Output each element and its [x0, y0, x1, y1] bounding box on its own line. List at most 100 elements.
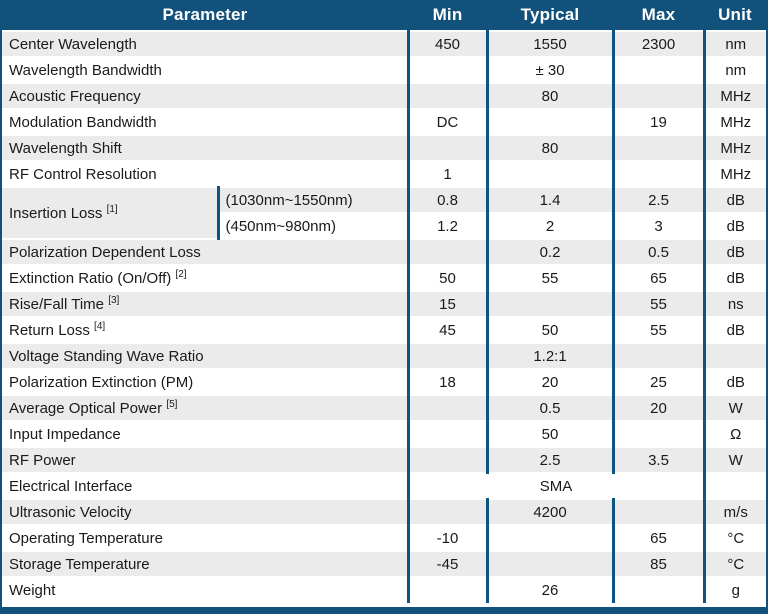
max-cell — [611, 160, 704, 187]
param-label: Weight — [9, 582, 56, 599]
unit-cell: nm — [702, 56, 766, 83]
param-label: Average Optical Power — [9, 399, 167, 417]
unit-cell: ns — [702, 290, 766, 317]
param-cell: Average Optical Power [5] — [2, 394, 408, 421]
typical-cell: 20 — [485, 368, 613, 395]
table-row: Wavelength Bandwidth ± 30 nm — [2, 56, 766, 83]
param-label: Operating Temperature — [9, 529, 163, 547]
min-cell — [406, 420, 487, 447]
unit-cell: MHz — [702, 108, 766, 135]
table-row: Average Optical Power [5] 0.5 20 W — [2, 394, 766, 421]
max-cell: 2300 — [611, 30, 704, 57]
min-cell — [406, 446, 487, 473]
typical-cell: 1550 — [485, 30, 613, 57]
param-footnote: [5] — [166, 398, 178, 410]
max-cell: 20 — [611, 394, 704, 421]
table-row-electrical-interface: Electrical Interface SMA — [2, 472, 766, 499]
unit-cell: m/s — [702, 498, 766, 525]
param-cell: Voltage Standing Wave Ratio — [2, 342, 408, 369]
table-row: Voltage Standing Wave Ratio 1.2:1 — [2, 342, 766, 369]
param-cell: Wavelength Bandwidth — [2, 56, 408, 83]
max-cell — [611, 420, 704, 447]
max-cell: 19 — [611, 108, 704, 135]
col-header-parameter: Parameter — [2, 0, 408, 31]
table-row: Rise/Fall Time [3] 15 55 ns — [2, 290, 766, 317]
max-cell: 3.5 — [611, 446, 704, 473]
param-cell: Ultrasonic Velocity — [2, 498, 408, 525]
param-label: Insertion Loss — [9, 204, 107, 222]
table-row: Return Loss [4] 45 50 55 dB — [2, 316, 766, 343]
param-label: Center Wavelength — [9, 35, 137, 53]
min-cell: 50 — [406, 264, 487, 291]
table-row: Ultrasonic Velocity 4200 m/s — [2, 498, 766, 525]
unit-cell: W — [702, 394, 766, 421]
param-label: RF Power — [9, 451, 76, 469]
subparam-cell: (1030nm~1550nm) — [216, 186, 408, 213]
max-cell: 65 — [611, 524, 704, 551]
typical-cell: 80 — [485, 82, 613, 109]
min-cell — [406, 498, 487, 525]
param-label: Wavelength Bandwidth — [9, 61, 162, 79]
min-cell — [406, 394, 487, 421]
max-cell — [611, 134, 704, 161]
min-cell — [406, 238, 487, 265]
typical-cell: 2.5 — [485, 446, 613, 473]
typical-cell — [485, 524, 613, 551]
typical-cell: ± 30 — [485, 56, 613, 83]
param-label: Rise/Fall Time — [9, 295, 109, 313]
spec-table: Parameter Min Typical Max Unit Center Wa… — [2, 0, 766, 603]
unit-cell: MHz — [702, 160, 766, 187]
typical-cell: 80 — [485, 134, 613, 161]
param-footnote: [1] — [106, 203, 118, 215]
param-label: Modulation Bandwidth — [9, 113, 157, 131]
param-cell: Modulation Bandwidth — [2, 108, 408, 135]
min-cell — [406, 82, 487, 109]
min-cell — [406, 134, 487, 161]
unit-cell: nm — [702, 30, 766, 57]
table-row: Polarization Extinction (PM) 18 20 25 dB — [2, 368, 766, 395]
table-row: RF Power 2.5 3.5 W — [2, 446, 766, 473]
table-row: Polarization Dependent Loss 0.2 0.5 dB — [2, 238, 766, 265]
table-row: Modulation Bandwidth DC 19 MHz — [2, 108, 766, 135]
param-cell: Center Wavelength — [2, 30, 408, 57]
typical-cell: 2 — [485, 212, 613, 239]
table-row: Weight 26 g — [2, 576, 766, 603]
typical-cell — [485, 290, 613, 317]
min-cell: 1.2 — [406, 212, 487, 239]
param-label: Wavelength Shift — [9, 139, 122, 157]
max-cell: 2.5 — [611, 186, 704, 213]
col-header-max: Max — [613, 0, 704, 31]
unit-cell — [702, 342, 766, 369]
param-cell: Wavelength Shift — [2, 134, 408, 161]
unit-cell: dB — [702, 212, 766, 239]
min-cell — [406, 56, 487, 83]
max-cell: 85 — [611, 550, 704, 577]
max-cell — [611, 498, 704, 525]
param-label: Return Loss — [9, 321, 95, 339]
param-cell: Acoustic Frequency — [2, 82, 408, 109]
unit-cell: dB — [702, 316, 766, 343]
param-label: Polarization Extinction (PM) — [9, 373, 194, 391]
table-row: Input Impedance 50 Ω — [2, 420, 766, 447]
max-cell — [611, 82, 704, 109]
typical-cell: 55 — [485, 264, 613, 291]
param-label: RF Control Resolution — [9, 165, 157, 183]
param-label: Acoustic Frequency — [9, 87, 141, 105]
typical-cell — [485, 108, 613, 135]
typical-cell: 50 — [485, 420, 613, 447]
unit-cell: dB — [702, 264, 766, 291]
typical-cell: 0.5 — [485, 394, 613, 421]
param-cell: Extinction Ratio (On/Off) [2] — [2, 264, 408, 291]
param-cell: Polarization Dependent Loss — [2, 238, 408, 265]
max-cell — [611, 342, 704, 369]
param-cell: Insertion Loss [1] — [2, 186, 218, 239]
typical-cell: 1.4 — [485, 186, 613, 213]
table-row: Extinction Ratio (On/Off) [2] 50 55 65 d… — [2, 264, 766, 291]
unit-cell: g — [702, 576, 766, 603]
max-cell — [611, 56, 704, 83]
param-footnote: [2] — [175, 268, 187, 280]
unit-cell: dB — [702, 368, 766, 395]
unit-cell: dB — [702, 238, 766, 265]
max-cell: 0.5 — [611, 238, 704, 265]
